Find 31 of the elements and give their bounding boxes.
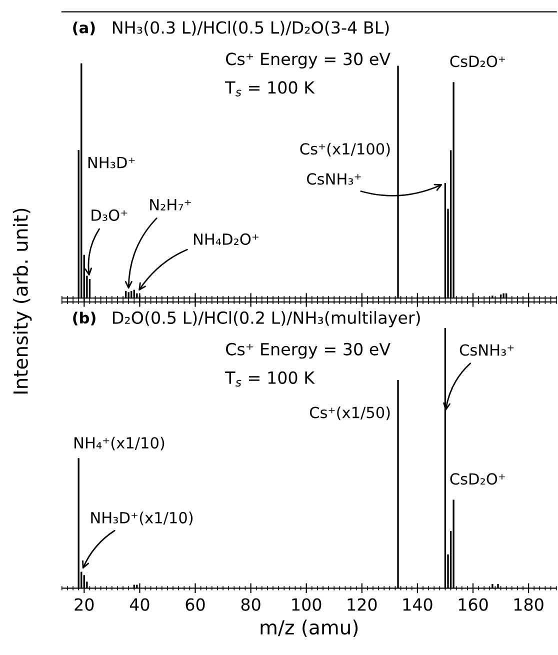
annotation: Cs⁺ Energy = 30 eV <box>226 342 390 359</box>
annotation: T$_{s}$ = 100 K <box>225 371 315 387</box>
x-tick-label: 160 <box>458 598 488 611</box>
annotation: Cs⁺(x1/50) <box>310 406 390 420</box>
annotation: NH₃D⁺ <box>88 156 135 168</box>
annotation: CsD₂O⁺ <box>450 56 505 68</box>
annotation: CsNH₃⁺ <box>460 344 514 356</box>
x-tick-label: 40 <box>130 598 150 611</box>
x-tick-label: 60 <box>186 598 205 611</box>
chart-subtitle: NH₃(0.3 L)/HCl(0.5 L)/D₂O(3-4 BL) <box>113 20 389 36</box>
chart-title: (a) <box>73 22 95 36</box>
x-tick-label: 140 <box>403 598 432 611</box>
x-tick-label: 180 <box>514 598 544 611</box>
x-axis-title: m/z (amu) <box>260 620 358 637</box>
annotation: NH₃D⁺(x1/10) <box>91 512 193 526</box>
x-tick-label: 20 <box>74 598 94 611</box>
annotation: Cs⁺ Energy = 30 eV <box>226 52 390 69</box>
annotation: N₂H₇⁺ <box>150 199 191 210</box>
chart-subtitle: D₂O(0.5 L)/HCl(0.2 L)/NH₃(multilayer) <box>113 311 420 328</box>
x-tick-label: 80 <box>241 598 260 611</box>
x-tick-label: 100 <box>292 598 322 611</box>
chart-title: (b) <box>73 312 96 326</box>
y-axis-title: Intensity (arb. unit) <box>12 208 32 394</box>
annotation: T$_{s}$ = 100 K <box>225 81 315 96</box>
annotation: Cs⁺(x1/100) <box>300 142 390 156</box>
annotation: NH₄⁺(x1/10) <box>74 436 164 450</box>
x-tick-label: 120 <box>348 598 377 611</box>
annotation: D₃O⁺ <box>92 209 128 221</box>
annotation: NH₄D₂O⁺ <box>194 233 258 245</box>
annotation: CsNH₃⁺ <box>307 173 361 185</box>
annotation: CsD₂O⁺ <box>450 473 505 485</box>
